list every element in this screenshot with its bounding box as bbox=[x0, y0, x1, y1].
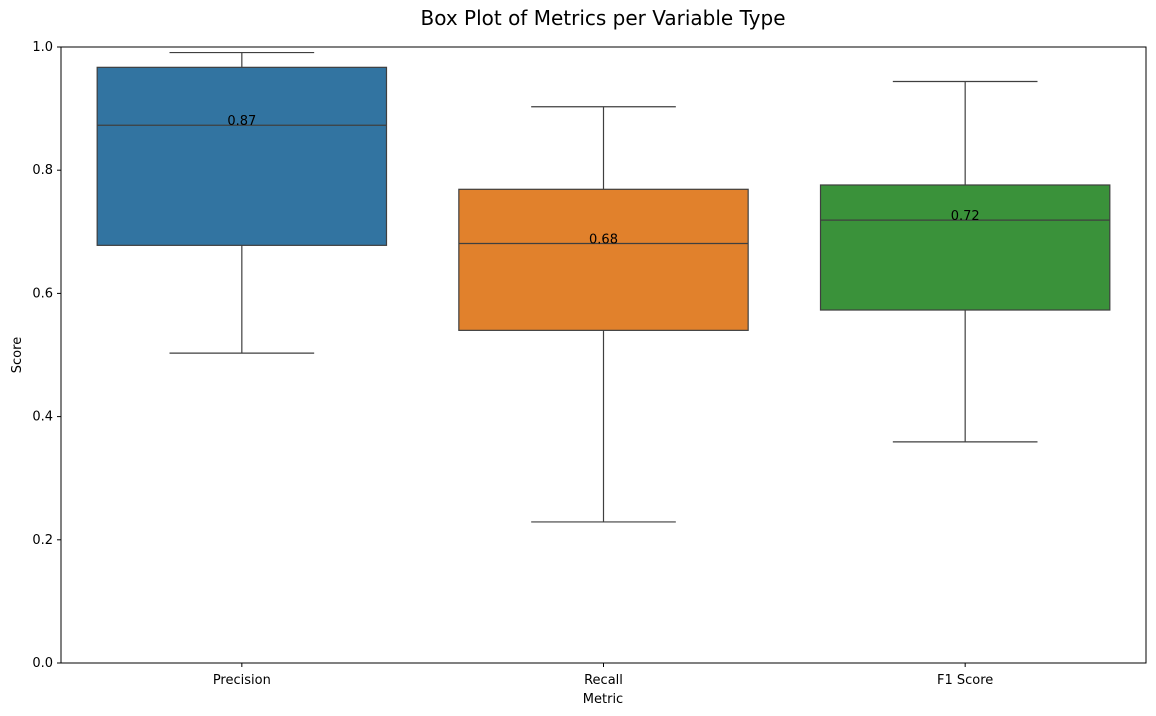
plot-frame bbox=[60, 46, 1147, 664]
y-tick-label: 0.4 bbox=[32, 410, 53, 425]
median-value-label: 0.68 bbox=[589, 233, 618, 248]
x-axis-label: Metric bbox=[583, 692, 623, 707]
x-tick-label: F1 Score bbox=[937, 673, 993, 688]
box-recall bbox=[458, 188, 749, 331]
y-tick-label: 0.2 bbox=[32, 533, 53, 548]
y-tick-label: 0.0 bbox=[32, 656, 53, 671]
median-value-label: 0.72 bbox=[951, 209, 980, 224]
y-axis-label: Score bbox=[10, 337, 25, 373]
chart-title: Box Plot of Metrics per Variable Type bbox=[420, 6, 785, 30]
median-value-label: 0.87 bbox=[227, 114, 256, 129]
box-precision bbox=[96, 66, 388, 246]
box-f1-score bbox=[819, 184, 1111, 311]
x-tick-label: Precision bbox=[213, 673, 271, 688]
y-tick-label: 1.0 bbox=[32, 40, 53, 55]
y-tick-label: 0.6 bbox=[32, 286, 53, 301]
plot-area: 0.0 0.2 0.4 0.6 0.8 1.0 0.87 Precision 0.68 Recal… bbox=[32, 40, 1111, 688]
y-tick-label: 0.8 bbox=[32, 163, 53, 178]
x-tick-label: Recall bbox=[584, 673, 623, 688]
